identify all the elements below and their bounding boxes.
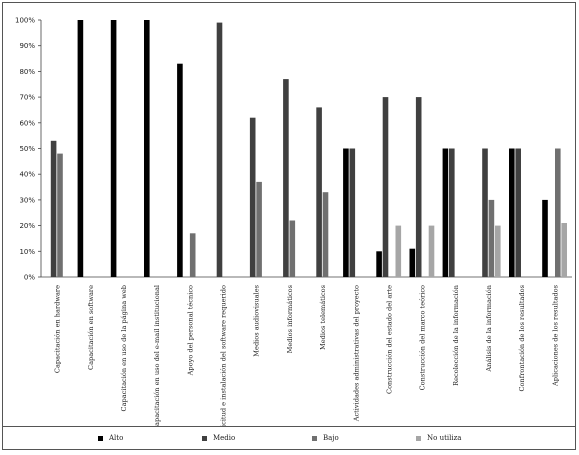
y-tick-label: 60% — [19, 119, 35, 127]
y-tick-label: 0% — [24, 274, 35, 282]
x-category-label: Capacitación en uso del e-mail instituci… — [153, 285, 161, 426]
x-category-label: Capacitación en hardware — [54, 285, 62, 373]
legend-label-no-utiliza: No utiliza — [427, 434, 462, 442]
legend-swatch-bajo — [312, 435, 317, 441]
x-category-label: Capacitación en uso de la página web — [120, 285, 128, 411]
bar-bajo — [256, 181, 262, 277]
x-category-label: Actividades administrativas del proyecto — [352, 285, 360, 422]
legend-label-bajo: Bajo — [323, 434, 339, 442]
bar-alto — [343, 148, 349, 277]
bar-alto — [77, 20, 84, 277]
bar-no-utiliza — [495, 225, 501, 277]
legend-label-medio: Medio — [213, 434, 236, 442]
legend: Alto Medio Bajo No utiliza — [2, 426, 576, 451]
x-axis-labels: Capacitación en hardware Capacitación en … — [54, 284, 560, 426]
bars — [50, 20, 567, 278]
x-category-label: Análisis de la información — [485, 284, 493, 372]
x-category-label: Confrontación de los resultados — [518, 284, 526, 391]
x-category-label: Medios audiovisuales — [253, 284, 261, 356]
legend-swatch-alto — [98, 435, 103, 441]
x-category-label: Medios informáticos — [286, 284, 294, 353]
bar-medio — [283, 79, 289, 277]
legend-item-bajo: Bajo — [312, 434, 339, 442]
x-category-label: Recolección de la información — [452, 284, 460, 386]
bar-bajo — [555, 148, 561, 277]
bar-alto — [144, 20, 150, 277]
bar-alto — [442, 148, 449, 277]
bar-alto — [376, 251, 382, 277]
y-tick-label: 30% — [19, 196, 35, 204]
x-category-label: Capacitación en software — [87, 285, 95, 370]
x-category-label: Aplicaciones de los resultados — [551, 284, 559, 387]
bar-alto — [542, 199, 548, 277]
bar-alto — [409, 248, 416, 277]
bar-bajo — [289, 220, 296, 277]
bar-medio — [216, 22, 223, 277]
bar-no-utiliza — [561, 223, 567, 277]
bar-medio — [515, 148, 521, 277]
bar-alto — [110, 20, 117, 277]
x-category-label: Construcción del estado del arte — [386, 285, 394, 394]
x-category-label: Apoyo del personal técnico — [186, 285, 194, 376]
legend-item-medio: Medio — [202, 434, 235, 442]
x-category-label: Medios telemáticos — [319, 284, 327, 350]
y-tick-label: 10% — [19, 248, 35, 256]
bar-no-utiliza — [395, 225, 402, 277]
legend-swatch-medio — [202, 435, 207, 441]
x-category-label: Solicitud e instalación del software req… — [220, 285, 228, 426]
y-tick-label: 90% — [19, 42, 35, 50]
bar-alto — [177, 63, 183, 278]
bar-medio — [382, 97, 389, 277]
y-tick-label: 70% — [19, 94, 35, 102]
y-tick-label: 40% — [19, 171, 35, 179]
bar-medio — [482, 148, 488, 277]
bar-bajo — [57, 153, 63, 277]
y-tick-label: 20% — [19, 222, 35, 230]
x-category-label: Construcción del marco teórico — [419, 285, 427, 390]
bar-bajo — [488, 199, 495, 277]
legend-item-alto: Alto — [98, 434, 123, 442]
bar-alto — [509, 148, 515, 277]
legend-swatch-no-utiliza — [416, 435, 421, 441]
legend-item-no-utiliza: No utiliza — [416, 434, 461, 442]
y-tick-label: 100% — [15, 17, 35, 25]
legend-label-alto: Alto — [109, 434, 124, 442]
bar-medio — [50, 140, 57, 277]
bar-medio — [349, 148, 356, 277]
bar-chart: 0% 10% 20% 30% 40% 50% 60% 70% 80% 90% 100% Capaci… — [15, 17, 572, 426]
bar-bajo — [189, 233, 196, 277]
y-tick-label: 80% — [19, 68, 35, 76]
chart-frame — [2, 2, 576, 450]
bar-medio — [415, 97, 422, 277]
bar-medio — [316, 107, 322, 278]
bar-medio — [249, 117, 256, 277]
bar-no-utiliza — [428, 225, 435, 277]
y-tick-label: 50% — [19, 145, 35, 153]
bar-medio — [449, 148, 455, 277]
bar-bajo — [322, 192, 329, 277]
